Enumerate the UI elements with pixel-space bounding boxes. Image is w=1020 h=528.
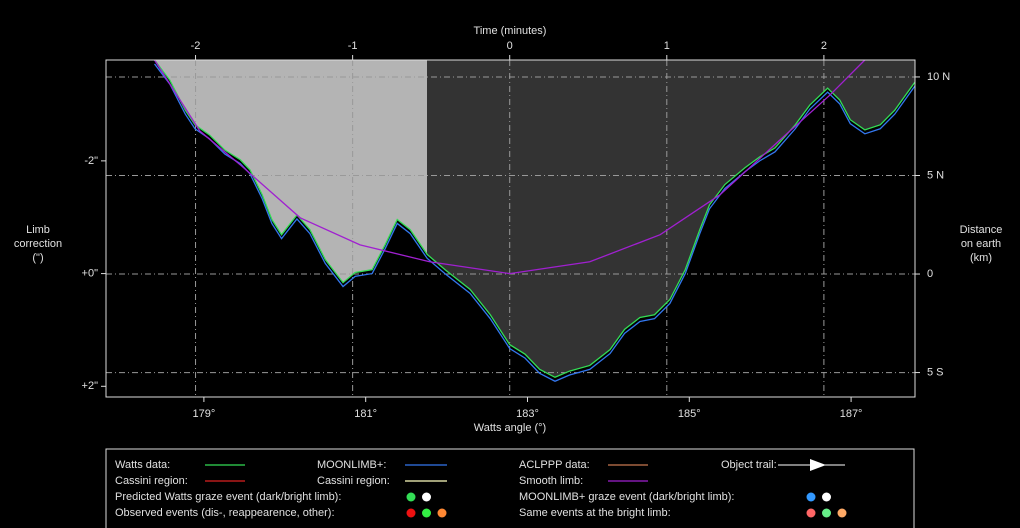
legend-box — [105, 448, 915, 528]
legend-dot — [422, 508, 431, 518]
y2-axis-title: on earth — [961, 238, 1001, 250]
region — [427, 60, 915, 378]
y2-tick-label: 0 — [927, 268, 933, 280]
x-tick-label: 179° — [193, 408, 216, 420]
plot-area — [106, 60, 915, 397]
y2-axis-title: Distance — [960, 224, 1003, 236]
legend-label: Same events at the bright limb: — [519, 507, 671, 519]
legend-label: ACLPPP data: — [519, 459, 590, 471]
x-tick-label: 187° — [840, 408, 863, 420]
x2-tick-label: 0 — [507, 40, 513, 52]
legend-label: MOONLIMB+ graze event (dark/bright limb)… — [519, 491, 735, 503]
legend-label: Predicted Watts graze event (dark/bright… — [115, 491, 341, 503]
y-axis-title: Limb — [26, 224, 50, 236]
x-tick-label: 185° — [678, 408, 701, 420]
y-tick-label: +0" — [82, 267, 99, 279]
x-tick-label: 183° — [516, 408, 539, 420]
x2-tick-label: -1 — [348, 40, 358, 52]
legend-dot — [437, 508, 447, 518]
x2-axis-title: Time (minutes) — [474, 25, 547, 37]
series-line — [154, 63, 915, 382]
y-tick-label: +2" — [82, 380, 99, 392]
legend-arrow — [810, 459, 826, 471]
axes: -2 -1 0 1 2 10 N 5 N 0 5 S 179° 181° 183° 185° 187° -2… — [14, 40, 1003, 420]
legend-dot — [822, 492, 831, 502]
x2-tick-label: -2 — [191, 40, 201, 52]
x2-tick-label: 2 — [821, 40, 827, 52]
legend-label: Cassini region: — [317, 475, 390, 487]
legend-dot — [406, 492, 416, 502]
plot-frame — [105, 59, 916, 398]
series-line — [153, 60, 866, 275]
legend-dot — [406, 508, 416, 518]
y2-tick-label: 5 S — [927, 366, 944, 378]
region — [106, 60, 428, 283]
x2-tick-label: 1 — [664, 40, 670, 52]
legend-label: Smooth limb: — [519, 475, 583, 487]
legend-label: Object trail: — [721, 459, 777, 471]
legend-dot — [822, 508, 831, 518]
legend-dot — [806, 508, 816, 518]
y-axis-title: correction — [14, 238, 62, 250]
legend-dot — [806, 492, 816, 502]
y2-tick-label: 10 N — [927, 71, 950, 83]
x-tick-label: 181° — [354, 408, 377, 420]
y-axis-title: (") — [32, 252, 43, 264]
y2-tick-label: 5 N — [927, 169, 944, 181]
legend-label: Watts data: — [115, 459, 170, 471]
legend-dot — [422, 492, 431, 502]
y-tick-label: -2" — [84, 155, 98, 167]
legend-dot — [837, 508, 847, 518]
legend-label: Observed events (dis-, reappearence, oth… — [115, 507, 335, 519]
legend-label: Cassini region: — [115, 475, 188, 487]
x-axis-title: Watts angle (°) — [474, 422, 546, 434]
y2-axis-title: (km) — [970, 252, 992, 264]
legend-label: MOONLIMB+: — [317, 459, 386, 471]
